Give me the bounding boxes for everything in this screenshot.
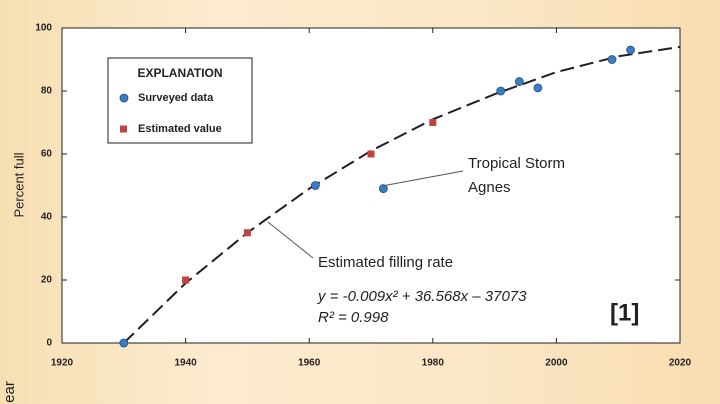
x-tick-label: 1980 [422, 358, 445, 369]
legend-label: Estimated value [138, 123, 222, 135]
data-point [182, 276, 190, 284]
data-point [496, 86, 506, 96]
data-point [607, 55, 617, 64]
legend-marker [120, 125, 127, 133]
fit-curve [123, 45, 681, 344]
data-point [367, 150, 375, 158]
data-point [310, 181, 320, 190]
data-point [378, 184, 388, 194]
legend-title: EXPLANATION [137, 66, 222, 80]
x-tick-label: 2020 [669, 358, 692, 369]
annotation: [1] [610, 299, 639, 326]
x-tick-label: 1940 [174, 358, 197, 369]
y-tick-label: 20 [41, 275, 53, 286]
y-tick-label: 60 [41, 149, 53, 160]
annotation: Agnes [468, 179, 511, 196]
y-tick-label: 0 [46, 338, 52, 349]
annotation: Tropical Storm [468, 155, 565, 172]
fit-r2: R² = 0.998 [318, 309, 389, 326]
x-tick-label: 1960 [298, 358, 321, 369]
legend-marker [119, 93, 129, 103]
x-tick-label: 2000 [545, 358, 568, 369]
leader-line [381, 170, 464, 187]
y-axis-label: Percent full [11, 152, 26, 217]
leader-line [267, 221, 314, 259]
legend-label: Surveyed data [138, 92, 214, 104]
fit-equation: y = -0.009x² + 36.568x – 37073 [317, 288, 527, 305]
fit-label: Estimated filling rate [318, 254, 453, 271]
y-tick-label: 100 [35, 23, 52, 34]
y-tick-label: 40 [41, 212, 53, 223]
legend-box [107, 57, 253, 144]
y-tick-label: 80 [41, 86, 53, 97]
data-point [514, 77, 524, 86]
x-tick-label: 1920 [51, 358, 74, 369]
data-point [429, 119, 437, 126]
x-axis-label: ear [1, 381, 18, 403]
data-point [626, 45, 635, 55]
data-point [243, 229, 251, 237]
data-point [533, 83, 543, 93]
data-point [119, 338, 129, 348]
